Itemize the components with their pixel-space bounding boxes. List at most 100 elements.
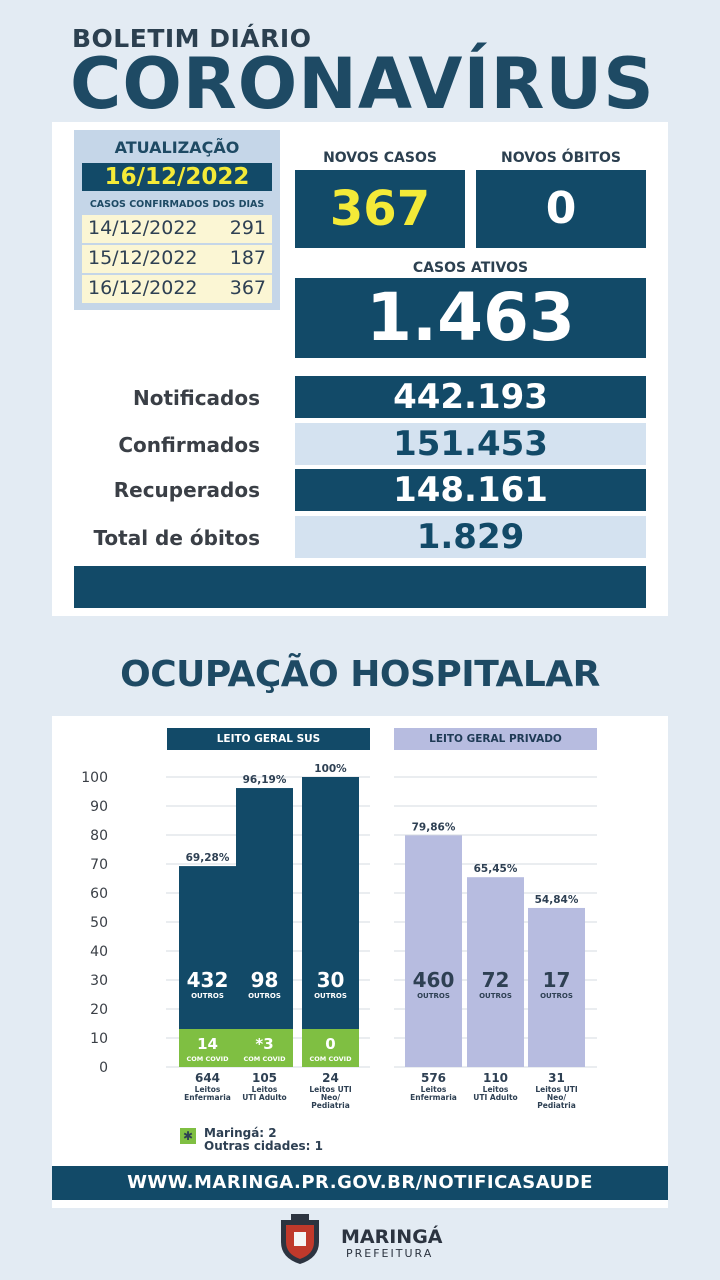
covid-count-label: COM COVID — [244, 1055, 287, 1063]
category-label: Leitos UTI — [309, 1085, 351, 1094]
daily-cases-value: 367 — [229, 277, 266, 299]
category-label: Leitos — [252, 1085, 278, 1094]
update-date: 16/12/2022 — [104, 164, 250, 190]
category-label: Pediatria — [537, 1101, 576, 1110]
new-deaths-value: 0 — [545, 183, 577, 234]
update-label: ATUALIZAÇÃO — [114, 138, 240, 157]
stat-box-notified — [295, 376, 646, 418]
bar — [302, 777, 359, 1067]
daily-cases-label: CASOS CONFIRMADOS DOS DIAS — [89, 199, 265, 210]
bed-total: 110 — [483, 1071, 508, 1085]
daily-cases-row: 16/12/2022 367 — [82, 275, 272, 303]
daily-cases-value: 187 — [229, 247, 266, 269]
new-cases-box — [295, 170, 465, 248]
y-tick-label: 0 — [99, 1060, 108, 1076]
percent-label: 54,84% — [535, 894, 579, 906]
stat-value-confirmed: 151.453 — [393, 424, 548, 464]
page-title: CORONAVÍRUS — [70, 43, 655, 125]
y-tick-label: 50 — [90, 915, 108, 931]
category-label: Neo/ — [547, 1093, 567, 1102]
new-deaths-box — [476, 170, 646, 248]
stat-value-notified: 442.193 — [393, 377, 548, 417]
stat-box-recovered — [295, 469, 646, 511]
stat-label-notified: Notificados — [132, 386, 260, 410]
covid-count: 0 — [325, 1035, 335, 1053]
others-count: 72 — [482, 968, 510, 992]
stat-box-total-deaths — [295, 516, 646, 558]
covid-count-label: COM COVID — [187, 1055, 230, 1063]
stat-label-total-deaths: Total de óbitos — [93, 526, 260, 550]
bulletin-subtitle: BOLETIM DIÁRIO — [72, 24, 312, 53]
category-label: UTI Adulto — [242, 1093, 286, 1102]
legend-other-cities: Outras cidades: 1 — [204, 1139, 323, 1153]
bed-total: 576 — [421, 1071, 446, 1085]
others-count-label: OUTROS — [191, 992, 224, 1000]
covid-count: *3 — [255, 1035, 273, 1053]
daily-cases-row: 14/12/2022 291 — [82, 215, 272, 243]
occupancy-title: OCUPAÇÃO HOSPITALAR — [120, 654, 600, 695]
bed-total: 105 — [252, 1071, 277, 1085]
category-label: Leitos — [195, 1085, 221, 1094]
sus-group-header: LEITO GERAL SUS — [167, 728, 370, 750]
city-emblem-icon — [281, 1214, 319, 1264]
y-tick-label: 100 — [81, 770, 108, 786]
daily-cases-date: 14/12/2022 — [88, 217, 198, 239]
others-count-label: OUTROS — [540, 992, 573, 1000]
bed-total: 24 — [322, 1071, 339, 1085]
stat-value-recovered: 148.161 — [393, 470, 548, 510]
stat-value-total-deaths: 1.829 — [416, 517, 525, 557]
daily-cases-row: 15/12/2022 187 — [82, 245, 272, 273]
covid-segment — [236, 1029, 293, 1067]
others-count: 30 — [317, 968, 345, 992]
summary-footer-bar — [74, 566, 646, 608]
percent-label: 100% — [314, 763, 347, 775]
y-tick-label: 30 — [90, 973, 108, 989]
daily-cases-date: 16/12/2022 — [88, 277, 198, 299]
bed-total: 644 — [195, 1071, 220, 1085]
update-date-box — [82, 163, 272, 191]
daily-cases-value: 291 — [229, 217, 266, 239]
covid-count: 14 — [197, 1035, 218, 1053]
bar — [467, 877, 524, 1067]
y-tick-label: 70 — [90, 857, 108, 873]
city-hall-label: PREFEITURA — [346, 1247, 434, 1260]
y-tick-label: 80 — [90, 828, 108, 844]
percent-label: 65,45% — [474, 863, 518, 875]
category-label: Enfermaria — [184, 1093, 231, 1102]
category-label: Neo/ — [321, 1093, 341, 1102]
bed-total: 31 — [548, 1071, 565, 1085]
covid-count-label: COM COVID — [310, 1055, 353, 1063]
bar — [405, 835, 462, 1067]
category-label: Leitos — [421, 1085, 447, 1094]
others-count-label: OUTROS — [479, 992, 512, 1000]
others-count-label: OUTROS — [417, 992, 450, 1000]
percent-label: 79,86% — [412, 821, 456, 833]
y-tick-label: 90 — [90, 799, 108, 815]
percent-label: 69,28% — [186, 852, 230, 864]
percent-label: 96,19% — [243, 774, 287, 786]
y-tick-label: 10 — [90, 1031, 108, 1047]
others-count-label: OUTROS — [248, 992, 281, 1000]
others-count: 17 — [543, 968, 571, 992]
category-label: Leitos — [483, 1085, 509, 1094]
category-label: Leitos UTI — [535, 1085, 577, 1094]
bar — [528, 907, 585, 1067]
y-tick-label: 40 — [90, 944, 108, 960]
city-name: MARINGÁ — [341, 1226, 443, 1248]
stat-box-confirmed — [295, 423, 646, 465]
active-cases-label: CASOS ATIVOS — [412, 260, 529, 276]
covid-segment — [179, 1029, 236, 1067]
active-cases-box — [295, 278, 646, 358]
notification-url-link[interactable]: WWW.MARINGA.PR.GOV.BR/NOTIFICASAUDE — [52, 1166, 668, 1200]
y-tick-label: 60 — [90, 886, 108, 902]
others-count: 432 — [187, 968, 229, 992]
category-label: UTI Adulto — [473, 1093, 517, 1102]
category-label: Enfermaria — [410, 1093, 457, 1102]
new-cases-label: NOVOS CASOS — [323, 150, 437, 166]
new-deaths-label: NOVOS ÓBITOS — [500, 150, 621, 166]
y-tick-label: 20 — [90, 1002, 108, 1018]
daily-cases-date: 15/12/2022 — [88, 247, 198, 269]
stat-label-confirmed: Confirmados — [118, 433, 260, 457]
new-cases-value: 367 — [329, 181, 431, 237]
